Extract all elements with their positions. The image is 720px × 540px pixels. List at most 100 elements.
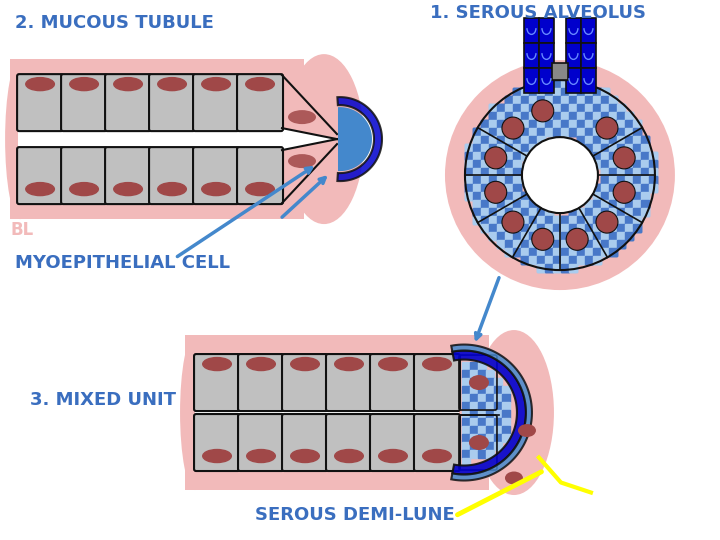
Bar [524, 68, 539, 93]
Bar [633, 120, 641, 128]
Bar [633, 168, 641, 176]
Bar [505, 248, 513, 256]
Bar [521, 192, 529, 200]
Ellipse shape [379, 449, 408, 463]
Bar [489, 144, 497, 152]
Bar [537, 104, 545, 112]
Bar [470, 418, 478, 426]
Bar [633, 168, 641, 176]
Bar [470, 426, 478, 434]
Bar [553, 112, 561, 120]
Bar [561, 248, 569, 256]
Bar [489, 216, 497, 224]
Bar [593, 216, 601, 224]
Bar [473, 216, 481, 224]
Bar [593, 192, 601, 200]
Bar [513, 168, 521, 176]
Bar [513, 176, 521, 184]
Bar [593, 192, 601, 200]
Bar [481, 224, 489, 232]
Bar [521, 192, 529, 200]
Bar [633, 144, 641, 152]
Bar [529, 256, 537, 264]
Bar [633, 160, 641, 168]
Bar [585, 120, 593, 128]
Bar [553, 88, 561, 96]
Bar [539, 68, 554, 93]
Circle shape [532, 100, 554, 122]
FancyBboxPatch shape [61, 147, 107, 204]
Bar [641, 200, 649, 208]
Bar [513, 216, 521, 224]
Bar [585, 104, 593, 112]
Bar [601, 144, 609, 152]
Bar [481, 136, 489, 144]
Bar [481, 208, 489, 216]
Bar [609, 200, 617, 208]
Bar [473, 128, 481, 136]
Bar [497, 208, 505, 216]
Bar [577, 208, 585, 216]
Bar [481, 224, 489, 232]
Bar [505, 128, 513, 136]
Bar [601, 88, 609, 96]
Bar [633, 160, 641, 168]
Bar [625, 184, 633, 192]
Bar [633, 184, 641, 192]
Bar [585, 224, 593, 232]
Bar [617, 160, 625, 168]
Bar [481, 160, 489, 168]
Bar [609, 120, 617, 128]
Bar [553, 104, 561, 112]
Ellipse shape [5, 59, 35, 219]
Bar [566, 68, 581, 93]
Bar [625, 128, 633, 136]
Bar [593, 104, 601, 112]
Bar [625, 168, 633, 176]
Bar [478, 362, 486, 370]
Bar [470, 386, 478, 394]
Bar [513, 248, 521, 256]
Bar [537, 240, 545, 248]
Bar [497, 104, 505, 112]
Bar [641, 192, 649, 200]
Bar [569, 112, 577, 120]
Bar [641, 176, 649, 184]
Bar [625, 152, 633, 160]
Bar [585, 96, 593, 104]
Bar [513, 88, 521, 96]
Bar [561, 224, 569, 232]
Bar [609, 240, 617, 248]
Bar [497, 192, 505, 200]
Bar [553, 216, 561, 224]
Bar [497, 184, 505, 192]
Bar [577, 208, 585, 216]
Bar [601, 216, 609, 224]
Bar [497, 200, 505, 208]
Bar [569, 248, 577, 256]
Bar [513, 152, 521, 160]
Text: 1. SEROUS ALVEOLUS: 1. SEROUS ALVEOLUS [430, 4, 646, 22]
Bar [473, 192, 481, 200]
Bar [502, 410, 510, 418]
Bar [561, 112, 569, 120]
Bar [593, 240, 601, 248]
Bar [481, 136, 489, 144]
Bar [478, 450, 486, 458]
Bar [470, 362, 478, 370]
Bar [497, 240, 505, 248]
Bar [505, 248, 513, 256]
Bar [481, 120, 489, 128]
Bar [609, 96, 617, 104]
Bar [545, 216, 553, 224]
Bar [577, 232, 585, 240]
Bar [521, 208, 529, 216]
Bar [552, 63, 568, 79]
Bar [465, 184, 473, 192]
Bar [609, 144, 617, 152]
Bar [529, 96, 537, 104]
Bar [625, 144, 633, 152]
Bar [585, 112, 593, 120]
Bar [601, 128, 609, 136]
Bar [617, 160, 625, 168]
